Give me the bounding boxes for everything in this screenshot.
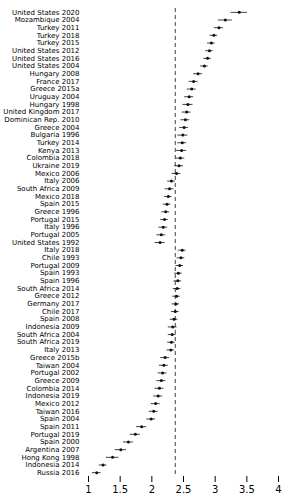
svg-text:Portugal 2019: Portugal 2019 [30, 430, 80, 439]
svg-text:3.5: 3.5 [239, 484, 255, 495]
svg-text:United Kingdom 2017: United Kingdom 2017 [3, 108, 80, 117]
svg-text:2.5: 2.5 [176, 484, 192, 495]
svg-text:4: 4 [275, 484, 281, 495]
svg-text:Portugal 2005: Portugal 2005 [30, 231, 80, 240]
svg-text:Portugal 2002: Portugal 2002 [30, 369, 80, 378]
svg-text:Taiwan 2016: Taiwan 2016 [35, 407, 80, 416]
svg-text:Uruguay 2004: Uruguay 2004 [29, 93, 80, 101]
svg-text:Italy 2006: Italy 2006 [44, 177, 80, 186]
svg-text:Turkey 2015: Turkey 2015 [36, 39, 80, 48]
svg-text:3: 3 [212, 484, 218, 495]
svg-text:Dominican Rep. 2010: Dominican Rep. 2010 [4, 116, 80, 124]
svg-text:Italy 1996: Italy 1996 [44, 223, 80, 232]
svg-text:Ukraine 2019: Ukraine 2019 [32, 162, 80, 170]
svg-text:Hong Kong 1998: Hong Kong 1998 [21, 453, 80, 462]
svg-text:Spain 2004: Spain 2004 [39, 415, 80, 424]
svg-text:Germany 2017: Germany 2017 [27, 300, 80, 309]
svg-text:Greece 2015b: Greece 2015b [30, 353, 80, 362]
svg-text:United States 1992: United States 1992 [12, 238, 80, 247]
svg-text:Mexico 2018: Mexico 2018 [35, 192, 80, 201]
svg-text:Hungary 1998: Hungary 1998 [29, 100, 80, 109]
svg-text:Chile 2017: Chile 2017 [41, 307, 80, 316]
svg-text:United States 2004: United States 2004 [12, 62, 80, 71]
svg-text:Mozambique 2004: Mozambique 2004 [14, 16, 80, 25]
svg-text:Indonesia 2014: Indonesia 2014 [25, 461, 80, 470]
svg-text:Mexico 2006: Mexico 2006 [35, 169, 80, 178]
svg-text:Greece 2009: Greece 2009 [34, 376, 80, 385]
svg-text:Spain 2011: Spain 2011 [39, 422, 80, 431]
svg-text:1: 1 [85, 484, 91, 495]
svg-text:Hungary 2008: Hungary 2008 [29, 70, 80, 78]
svg-text:South Africa 2009: South Africa 2009 [16, 185, 80, 193]
svg-text:Turkey 2014: Turkey 2014 [36, 139, 80, 147]
svg-text:United States 2016: United States 2016 [12, 54, 80, 63]
svg-text:Colombia 2014: Colombia 2014 [26, 384, 80, 393]
svg-text:Greece 2015a: Greece 2015a [30, 85, 80, 94]
svg-text:Greece 1996: Greece 1996 [34, 208, 80, 217]
svg-text:Spain 2008: Spain 2008 [39, 315, 80, 324]
svg-text:Spain 1996: Spain 1996 [39, 277, 80, 286]
svg-text:Italy 2018: Italy 2018 [44, 246, 80, 255]
svg-text:Spain 1993: Spain 1993 [39, 269, 80, 278]
svg-text:Argentina 2007: Argentina 2007 [25, 445, 80, 454]
svg-text:United States 2020: United States 2020 [12, 8, 80, 17]
svg-text:Greece 2004: Greece 2004 [34, 123, 80, 132]
svg-text:United States 2012: United States 2012 [12, 46, 80, 55]
svg-text:Portugal 2015: Portugal 2015 [30, 215, 80, 224]
svg-text:Spain 2015: Spain 2015 [39, 200, 80, 209]
svg-text:Colombia 2018: Colombia 2018 [26, 154, 80, 163]
svg-text:Turkey 2018: Turkey 2018 [36, 31, 80, 40]
svg-text:Portugal 2009: Portugal 2009 [30, 261, 80, 270]
svg-text:Italy 2013: Italy 2013 [44, 346, 80, 355]
svg-text:Turkey 2011: Turkey 2011 [36, 23, 80, 32]
svg-text:France 2017: France 2017 [36, 77, 80, 86]
svg-text:Chile 1993: Chile 1993 [41, 254, 80, 263]
svg-text:Russia 2016: Russia 2016 [37, 469, 80, 477]
svg-text:1.5: 1.5 [112, 484, 128, 495]
svg-text:Indonesia 2019: Indonesia 2019 [25, 392, 80, 401]
svg-text:South Africa 2019: South Africa 2019 [16, 338, 80, 347]
svg-text:Indonesia 2009: Indonesia 2009 [25, 323, 80, 332]
svg-text:Kenya 2013: Kenya 2013 [38, 146, 80, 155]
svg-text:South Africa 2004: South Africa 2004 [16, 330, 80, 339]
svg-text:Mexico 2012: Mexico 2012 [35, 399, 80, 408]
svg-text:South Africa 2014: South Africa 2014 [16, 284, 80, 293]
svg-text:Greece 2012: Greece 2012 [34, 292, 80, 301]
svg-text:2: 2 [149, 484, 155, 495]
svg-text:Bulgaria 1996: Bulgaria 1996 [30, 131, 80, 140]
svg-text:Taiwan 2004: Taiwan 2004 [35, 361, 80, 370]
svg-text:Spain 2000: Spain 2000 [39, 438, 80, 447]
